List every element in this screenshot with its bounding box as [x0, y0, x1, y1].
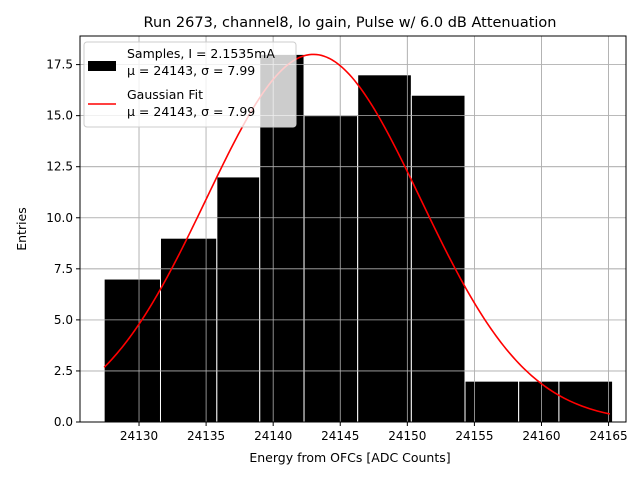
- histogram-bar: [558, 380, 614, 423]
- x-tick-label: 24145: [321, 429, 359, 443]
- histogram-bar: [518, 380, 560, 423]
- x-tick-label: 24130: [120, 429, 158, 443]
- y-axis-ticks: 0.0 2.5 5.0 7.5 10.0 12.5 15.0 17.5: [46, 58, 80, 429]
- chart-title: Run 2673, channel8, lo gain, Pulse w/ 6.…: [144, 15, 557, 31]
- histogram-bar: [103, 278, 161, 423]
- histogram-bar: [216, 176, 261, 423]
- histogram-bar: [159, 237, 218, 423]
- x-axis-label: Energy from OFCs [ADC Counts]: [249, 450, 450, 465]
- gaussian-fit-curve: [103, 53, 611, 415]
- y-tick-label: 17.5: [46, 58, 73, 72]
- x-tick-label: 24135: [187, 429, 225, 443]
- y-tick-label: 7.5: [54, 262, 73, 276]
- legend-samples-label: Samples, I = 2.1535mA: [127, 46, 275, 61]
- legend-fit-label: Gaussian Fit: [127, 87, 203, 102]
- legend-box: [83, 41, 297, 128]
- histogram-bar: [357, 74, 412, 423]
- x-axis-ticks: 24130 24135 24140 24145 24150 24155 24160 24165: [120, 422, 628, 443]
- legend-samples-swatch: [88, 61, 116, 71]
- x-tick-label: 24160: [522, 429, 560, 443]
- x-tick-label: 24155: [455, 429, 493, 443]
- x-tick-label: 24150: [388, 429, 426, 443]
- y-tick-label: 5.0: [54, 313, 73, 327]
- y-tick-label: 12.5: [46, 160, 73, 174]
- legend-fit-stats: μ = 24143, σ = 7.99: [127, 104, 255, 119]
- x-tick-label: 24140: [254, 429, 292, 443]
- plot-frame: [79, 35, 627, 423]
- histogram-bar: [410, 94, 466, 423]
- y-axis-label: Entries: [14, 207, 29, 251]
- y-tick-label: 15.0: [46, 109, 73, 123]
- histogram-bar: [464, 380, 520, 423]
- x-tick-label: 24165: [589, 429, 627, 443]
- y-tick-label: 2.5: [54, 364, 73, 378]
- y-tick-label: 10.0: [46, 211, 73, 225]
- legend-samples-stats: μ = 24143, σ = 7.99: [127, 63, 255, 78]
- y-tick-label: 0.0: [54, 415, 73, 429]
- legend: Samples, I = 2.1535mA μ = 24143, σ = 7.9…: [83, 41, 297, 128]
